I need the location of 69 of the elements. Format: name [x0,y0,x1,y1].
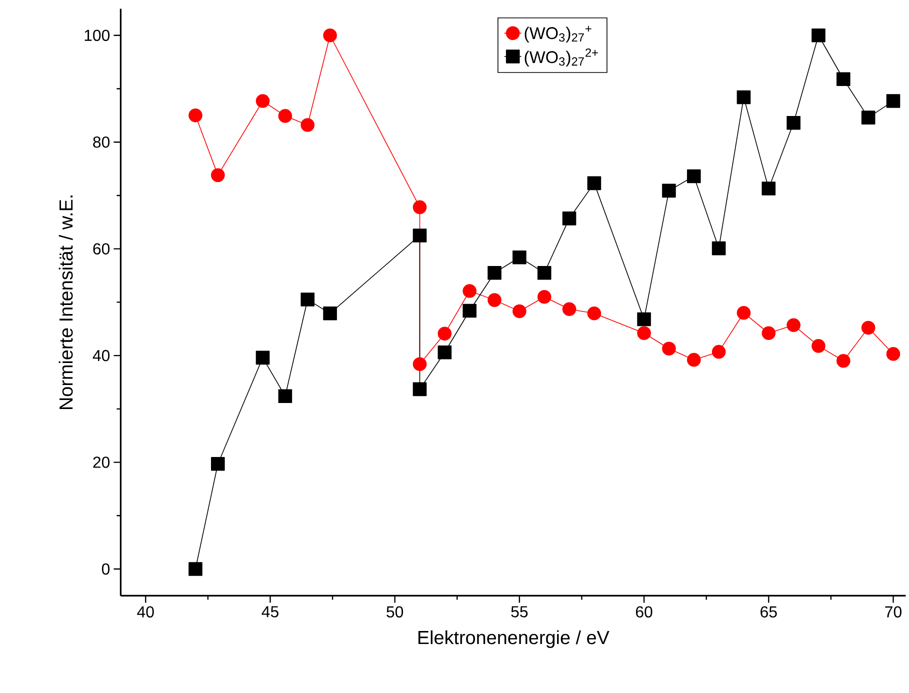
point [886,347,900,361]
point [637,326,651,340]
point [861,110,876,124]
point [736,90,751,104]
y-tick-label: 40 [92,350,110,362]
point [662,342,676,356]
y-tick-label: 0 [102,563,110,575]
point [188,562,202,576]
point [438,326,452,341]
legend-label: (WO$_{3}$)$_{27}$2+ [524,48,598,66]
point [412,200,427,214]
point [210,168,225,182]
point [512,304,526,318]
point [836,72,850,86]
point [736,306,751,320]
point [256,350,270,365]
point [488,293,502,307]
point [562,212,576,226]
point [412,228,427,242]
point [537,266,552,280]
x-tick-label: 40 [137,606,154,618]
y-tick-label: 60 [93,243,110,254]
point [462,284,476,298]
point [278,109,292,123]
y-tick-label: 80 [93,136,110,148]
x-tick-label: 45 [262,606,278,618]
point [587,176,602,190]
y-axis-title: Normierte Intensität / w.E. [58,196,73,410]
x-axis-title: Elektronenenergie / eV [418,630,610,648]
point [762,326,776,340]
point [512,250,526,264]
point [712,241,726,256]
point [300,118,315,132]
x-tick-label: 70 [885,606,902,618]
point [188,108,202,122]
point [488,266,502,280]
point [587,306,602,320]
point [836,354,850,368]
point [438,345,452,360]
point [812,28,826,42]
point [762,182,776,196]
point [210,456,225,471]
point [786,116,800,130]
point [861,320,876,335]
point [462,304,476,318]
x-tick-label: 65 [760,606,777,618]
point [786,318,800,332]
point [412,382,427,396]
y-tick-label: 20 [93,456,110,468]
y-tick-label: 100 [84,30,110,42]
point [278,389,292,404]
point [686,169,701,184]
point [300,292,315,306]
point [256,94,270,108]
x-tick-label: 50 [386,606,404,618]
point [712,344,726,359]
x-tick-label: 55 [511,606,528,618]
point [686,352,701,367]
point [637,312,651,326]
point [537,290,552,304]
point [323,28,337,42]
point [323,306,337,320]
point [886,94,900,108]
point [812,339,826,353]
x-tick-label: 60 [636,606,652,618]
point [662,184,676,198]
legend-label: (WO$_{3}$)$_{27}$+ [524,26,592,42]
point [412,357,427,371]
point [562,302,576,316]
